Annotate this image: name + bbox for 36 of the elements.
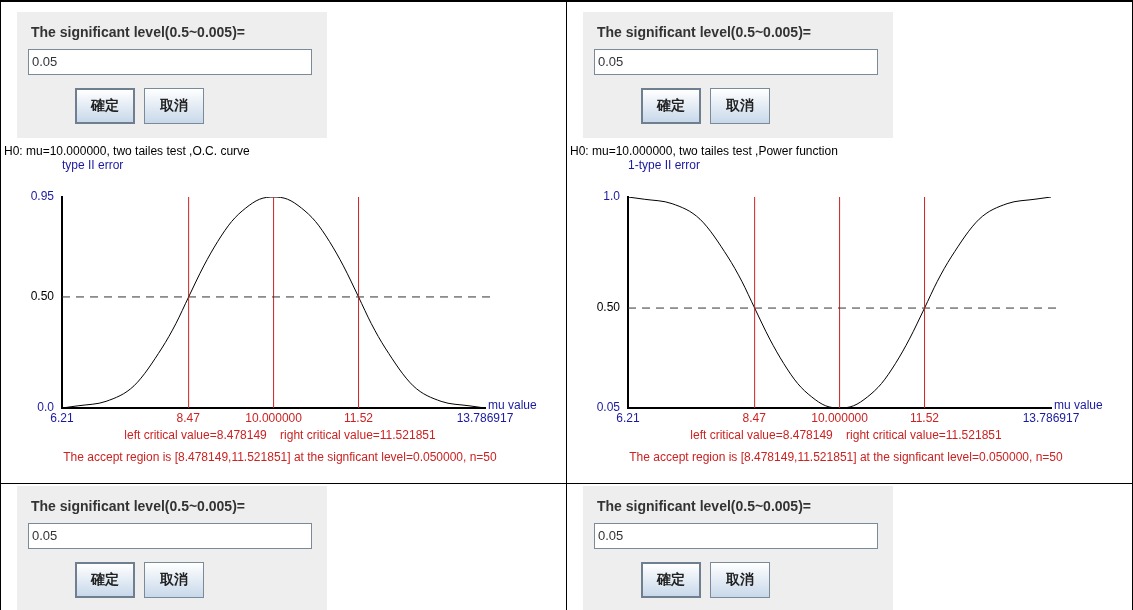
- x-tick-label: 10.000000: [245, 410, 303, 425]
- y-tick-label: 1.0: [603, 189, 621, 204]
- y-axis-title: type II error: [62, 158, 124, 172]
- text: left critical value=8.478149 right critical value=11.521851: [689, 428, 1003, 442]
- text: The significant level(0.5~0.005)=: [597, 24, 811, 40]
- text: 確定: [75, 88, 135, 124]
- x-tick-label: 13.786917: [456, 410, 514, 425]
- x-tick-label: 6.21: [50, 410, 74, 425]
- text: The accept region is [8.478149,11.521851] at the signficant level=0.050000, n=50: [62, 450, 498, 464]
- text: 確定: [641, 562, 701, 598]
- text: The accept region is [8.478149,11.521851] at the signficant level=0.050000, n=50: [628, 450, 1064, 464]
- text: The significant level(0.5~0.005)=: [31, 498, 245, 514]
- x-tick-label: 10.000000: [811, 410, 869, 425]
- text: The significant level(0.5~0.005)=: [597, 498, 811, 514]
- y-tick-label: 0.95: [30, 189, 55, 204]
- x-axis-title: mu value: [488, 398, 537, 412]
- text: 取消: [710, 88, 770, 124]
- text: 確定: [641, 88, 701, 124]
- text: left critical value=8.478149 right critical value=11.521851: [123, 428, 437, 442]
- x-tick-label: 11.52: [909, 410, 940, 425]
- text: 確定: [75, 562, 135, 598]
- x-tick-label: 6.21: [616, 410, 640, 425]
- chart-title: H0: mu=10.000000, two tailes test ,O.C. curve: [4, 144, 250, 158]
- x-axis-title: mu value: [1054, 398, 1103, 412]
- text: 取消: [710, 562, 770, 598]
- x-tick-label: 8.47: [176, 410, 201, 425]
- y-tick-label: 0.50: [30, 289, 55, 304]
- y-axis-title: 1-type II error: [628, 158, 701, 172]
- y-tick-label: 0.50: [596, 300, 621, 315]
- x-tick-label: 11.52: [343, 410, 374, 425]
- x-tick-label: 13.786917: [1022, 410, 1080, 425]
- text: 取消: [144, 88, 204, 124]
- chart-title: H0: mu=10.000000, two tailes test ,Power function: [570, 144, 838, 158]
- text: The significant level(0.5~0.005)=: [31, 24, 245, 40]
- text: 取消: [144, 562, 204, 598]
- x-tick-label: 8.47: [742, 410, 767, 425]
